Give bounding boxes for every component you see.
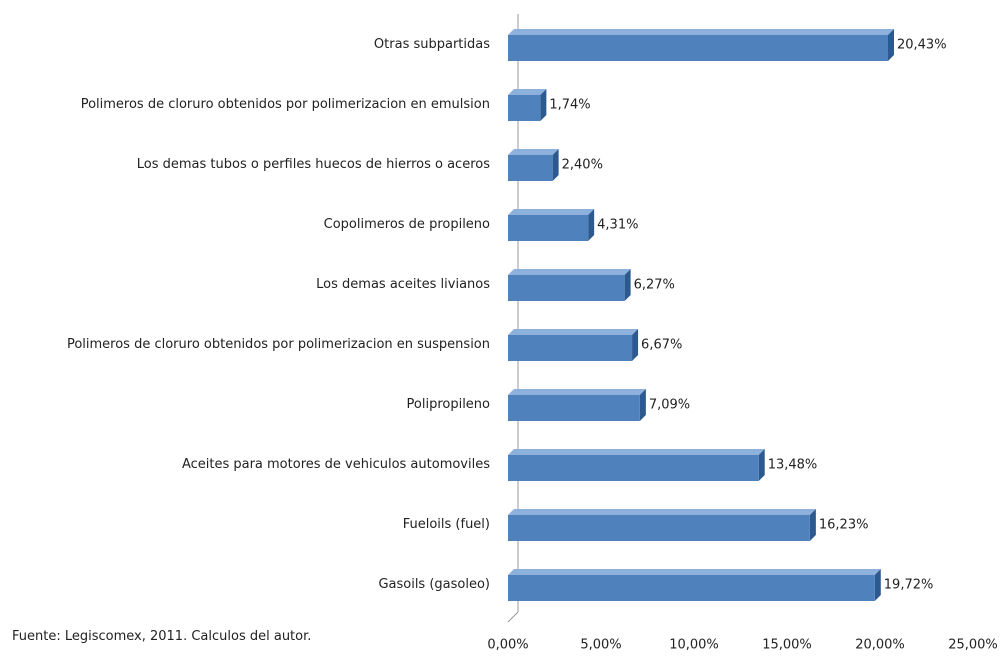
x-tick-label: 0,00% [487, 638, 528, 653]
bar-side [552, 149, 559, 181]
bar-side [540, 89, 547, 121]
y-tick-label: Fueloils (fuel) [402, 517, 490, 532]
bar-top [508, 449, 765, 455]
y-tick-label: Aceites para motores de vehiculos automo… [181, 457, 490, 472]
bar-side [809, 509, 816, 541]
bar-top [508, 509, 816, 515]
axis-floor [507, 611, 519, 623]
bar [508, 89, 547, 121]
bar [508, 329, 639, 361]
x-tick-label: 25,00% [948, 638, 998, 653]
bar-side [632, 329, 639, 361]
bar [508, 509, 816, 541]
value-label: 2,40% [562, 158, 603, 173]
y-tick-label: Gasoils (gasoleo) [378, 577, 490, 592]
x-tick-label: 5,00% [580, 638, 621, 653]
bar-front [508, 35, 888, 61]
value-label: 7,09% [649, 398, 690, 413]
bar [508, 569, 881, 601]
bar-top [508, 209, 595, 215]
bar [508, 389, 646, 421]
bar-top [508, 89, 547, 95]
x-tick-label: 15,00% [762, 638, 812, 653]
x-tick-label: 10,00% [669, 638, 719, 653]
value-label: 20,43% [897, 38, 947, 53]
bar-top [508, 569, 881, 575]
x-tick-label: 20,00% [855, 638, 905, 653]
value-label: 13,48% [768, 458, 818, 473]
bar-side [588, 209, 595, 241]
bar-side [758, 449, 765, 481]
bar-front [508, 575, 875, 601]
y-tick-label: Los demas tubos o perfiles huecos de hie… [136, 157, 490, 172]
bar-front [508, 155, 553, 181]
y-tick-label: Polimeros de cloruro obtenidos por polim… [66, 337, 490, 352]
value-label: 6,67% [641, 338, 682, 353]
value-label: 1,74% [549, 98, 590, 113]
y-tick-label: Los demas aceites livianos [316, 277, 490, 292]
y-tick-label: Polipropileno [406, 397, 490, 412]
bar [508, 209, 595, 241]
bar-front [508, 215, 589, 241]
bar-top [508, 329, 639, 335]
bar-side [887, 29, 894, 61]
bar-front [508, 455, 759, 481]
bar-side [639, 389, 646, 421]
bar [508, 29, 894, 61]
y-tick-label: Copolimeros de propileno [323, 217, 490, 232]
bar-side [874, 569, 881, 601]
bar-front [508, 515, 810, 541]
bar [508, 149, 559, 181]
bar-front [508, 275, 625, 301]
bar [508, 449, 765, 481]
bar [508, 269, 631, 301]
y-tick-label: Polimeros de cloruro obtenidos por polim… [80, 97, 490, 112]
value-label: 19,72% [884, 578, 934, 593]
bar-top [508, 389, 646, 395]
bar-top [508, 29, 894, 35]
bar-front [508, 395, 640, 421]
value-label: 16,23% [819, 518, 869, 533]
bar-front [508, 335, 633, 361]
source-note: Fuente: Legiscomex, 2011. Calculos del a… [12, 629, 312, 644]
bar-front [508, 95, 541, 121]
value-label: 6,27% [634, 278, 675, 293]
value-label: 4,31% [597, 218, 638, 233]
y-tick-label: Otras subpartidas [373, 37, 490, 52]
bar-side [624, 269, 631, 301]
bar-top [508, 269, 631, 275]
bar-top [508, 149, 559, 155]
